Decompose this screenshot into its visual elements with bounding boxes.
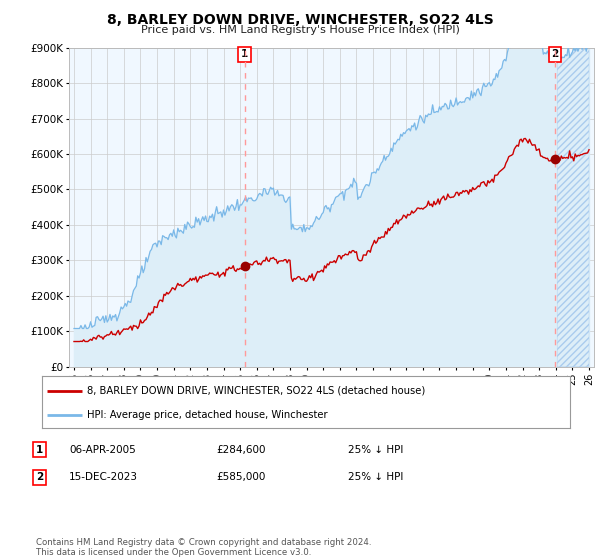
Text: Contains HM Land Registry data © Crown copyright and database right 2024.
This d: Contains HM Land Registry data © Crown c… xyxy=(36,538,371,557)
Text: 15-DEC-2023: 15-DEC-2023 xyxy=(69,472,138,482)
Text: 8, BARLEY DOWN DRIVE, WINCHESTER, SO22 4LS (detached house): 8, BARLEY DOWN DRIVE, WINCHESTER, SO22 4… xyxy=(87,386,425,396)
Text: 25% ↓ HPI: 25% ↓ HPI xyxy=(348,472,403,482)
Text: HPI: Average price, detached house, Winchester: HPI: Average price, detached house, Winc… xyxy=(87,410,328,421)
Text: 2: 2 xyxy=(551,49,559,59)
Text: 2: 2 xyxy=(36,472,43,482)
Text: 1: 1 xyxy=(241,49,248,59)
Text: 1: 1 xyxy=(36,445,43,455)
Text: 8, BARLEY DOWN DRIVE, WINCHESTER, SO22 4LS: 8, BARLEY DOWN DRIVE, WINCHESTER, SO22 4… xyxy=(107,13,493,27)
Text: Price paid vs. HM Land Registry's House Price Index (HPI): Price paid vs. HM Land Registry's House … xyxy=(140,25,460,35)
Text: £585,000: £585,000 xyxy=(216,472,265,482)
Text: 06-APR-2005: 06-APR-2005 xyxy=(69,445,136,455)
Text: £284,600: £284,600 xyxy=(216,445,265,455)
Text: 25% ↓ HPI: 25% ↓ HPI xyxy=(348,445,403,455)
